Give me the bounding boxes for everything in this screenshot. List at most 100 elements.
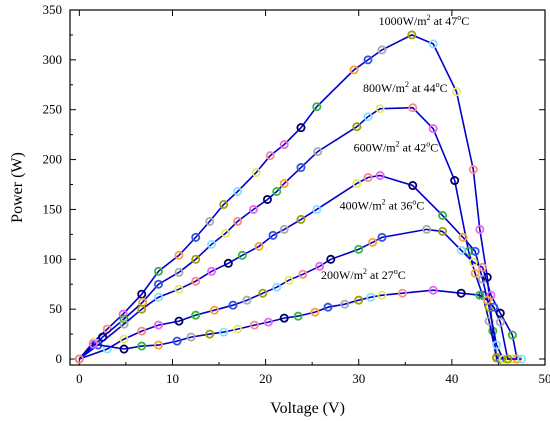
data-point <box>310 307 320 317</box>
data-point <box>219 199 229 209</box>
data-point <box>272 282 282 292</box>
y-tick-label: 150 <box>43 201 63 216</box>
data-point <box>313 147 323 157</box>
data-point <box>223 258 233 268</box>
data-point <box>438 210 448 220</box>
data-point <box>284 275 294 285</box>
x-tick-label: 20 <box>259 371 272 386</box>
data-point <box>279 224 289 234</box>
data-point <box>482 295 492 305</box>
data-point <box>191 310 201 320</box>
data-point <box>153 279 163 289</box>
data-point <box>186 332 196 342</box>
data-point <box>492 340 502 350</box>
series-annotation: 800W/m2 at 44oC <box>363 80 448 95</box>
data-point <box>312 204 322 214</box>
data-point <box>397 288 407 298</box>
data-point <box>495 317 505 327</box>
data-point <box>422 224 432 234</box>
data-point <box>368 237 378 247</box>
data-point <box>249 320 259 330</box>
y-tick-label: 200 <box>43 152 63 167</box>
data-point <box>263 317 273 327</box>
data-point <box>119 319 129 329</box>
data-point <box>279 313 289 323</box>
data-point <box>209 305 219 315</box>
data-point <box>456 245 466 255</box>
data-point <box>153 266 163 276</box>
y-tick-label: 350 <box>43 2 63 17</box>
data-point <box>296 163 306 173</box>
y-tick-label: 100 <box>43 251 63 266</box>
data-point <box>233 216 243 226</box>
data-point <box>468 165 478 175</box>
data-point <box>503 354 513 364</box>
data-point <box>207 239 217 249</box>
data-point <box>119 334 129 344</box>
data-point <box>377 290 387 300</box>
data-point <box>233 186 243 196</box>
data-point <box>312 102 322 112</box>
y-tick-label: 50 <box>49 301 62 316</box>
data-point <box>407 30 417 40</box>
data-point <box>296 214 306 224</box>
data-point <box>408 103 418 113</box>
data-point <box>174 284 184 294</box>
y-tick-label: 300 <box>43 52 63 67</box>
data-point <box>450 176 460 186</box>
data-point <box>137 304 147 314</box>
data-point <box>428 124 438 134</box>
data-point <box>191 276 201 286</box>
data-point <box>233 324 243 334</box>
data-point <box>475 224 485 234</box>
data-point <box>174 316 184 326</box>
series-line <box>78 34 501 360</box>
data-point <box>375 171 385 181</box>
data-point <box>279 140 289 150</box>
data-point <box>366 292 376 302</box>
x-axis-title: Voltage (V) <box>270 400 345 417</box>
data-point <box>456 288 466 298</box>
data-point <box>221 228 231 238</box>
data-point <box>279 179 289 189</box>
series-annotation: 600W/m2 at 42oC <box>354 140 439 155</box>
series-annotation: 200W/m2 at 27oC <box>321 267 406 282</box>
data-point <box>517 354 527 364</box>
data-point <box>475 290 485 300</box>
data-point <box>296 123 306 133</box>
y-tick-label: 250 <box>43 102 63 117</box>
data-point <box>507 330 517 340</box>
data-point <box>153 320 163 330</box>
data-point <box>375 104 385 114</box>
data-point <box>354 244 364 254</box>
data-point <box>205 329 215 339</box>
series-annotation: 1000W/m2 at 47oC <box>379 13 470 28</box>
data-point <box>191 232 201 242</box>
data-point <box>354 295 364 305</box>
data-point <box>262 194 272 204</box>
x-tick-label: 40 <box>445 371 458 386</box>
data-point <box>137 326 147 336</box>
data-point <box>153 340 163 350</box>
data-point <box>242 295 252 305</box>
data-point <box>428 39 438 49</box>
data-point <box>458 232 468 242</box>
data-point <box>298 269 308 279</box>
data-point <box>470 246 480 256</box>
data-point <box>119 314 129 324</box>
data-point <box>258 288 268 298</box>
data-point <box>489 302 499 312</box>
data-point <box>207 266 217 276</box>
data-point <box>478 262 488 272</box>
data-point <box>205 216 215 226</box>
data-point <box>228 300 238 310</box>
data-point <box>268 230 278 240</box>
x-tick-label: 0 <box>76 371 83 386</box>
data-point <box>174 267 184 277</box>
data-point <box>352 179 362 189</box>
series-annotation: 400W/m2 at 36oC <box>340 197 425 212</box>
plot-frame <box>69 9 546 366</box>
series-line <box>78 106 513 360</box>
